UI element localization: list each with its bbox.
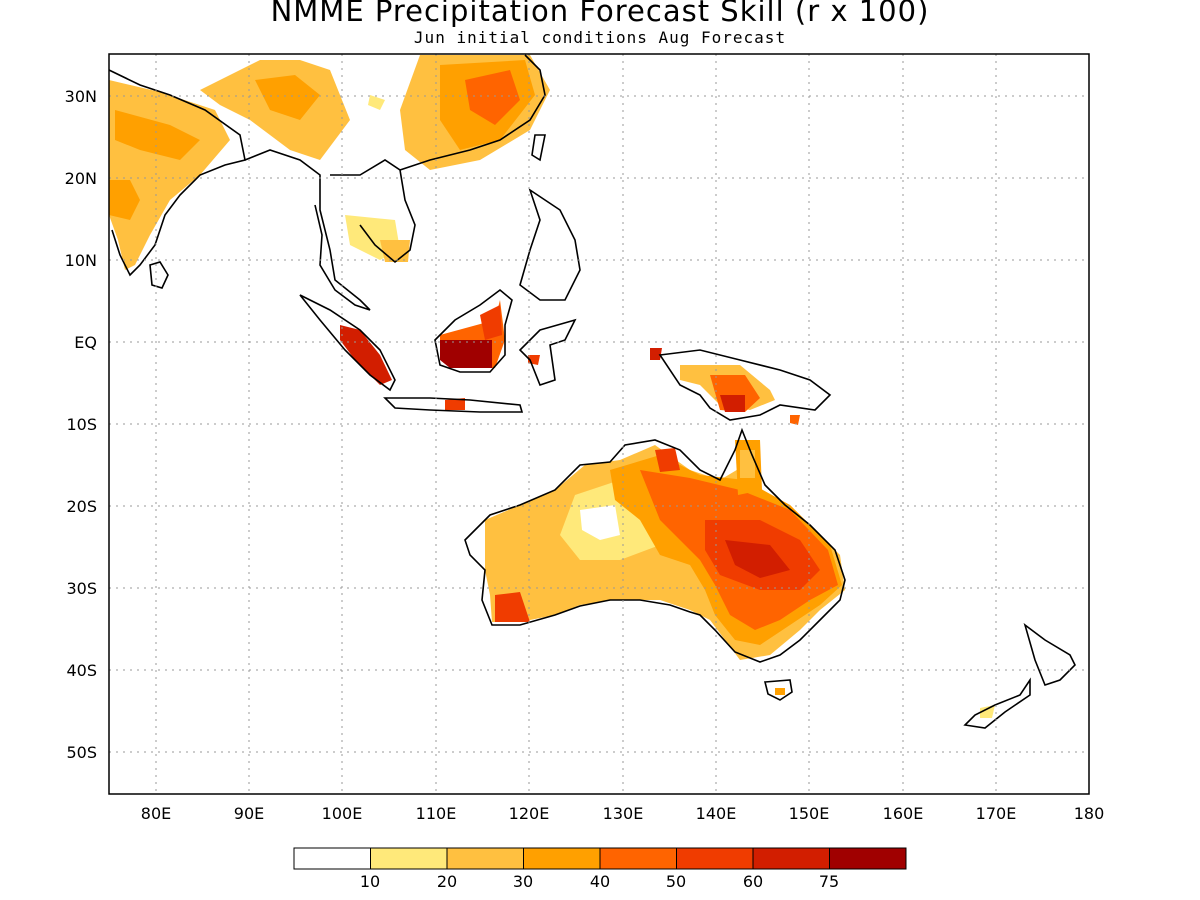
colorbar-label-75: 75	[818, 872, 840, 891]
lat-label-10s: 10S	[66, 415, 97, 434]
colorbar-swatch-1	[370, 847, 448, 870]
coast-new-zealand-south	[963, 677, 1031, 729]
lon-label-130e: 130E	[602, 804, 644, 823]
lat-label-20s: 20S	[66, 497, 97, 516]
coast-sulawesi	[518, 318, 577, 386]
lon-label-170e: 170E	[975, 804, 1017, 823]
lon-label-80e: 80E	[140, 804, 172, 823]
skill-shading	[109, 55, 995, 718]
coast-borneo	[434, 288, 513, 373]
coast-tasmania	[763, 679, 793, 701]
colorbar-swatch-2	[446, 847, 524, 870]
lat-label-10n: 10N	[64, 251, 97, 270]
coast-india	[108, 69, 246, 277]
coast-taiwan	[531, 134, 546, 162]
coast-java	[383, 397, 524, 413]
lat-label-20n: 20N	[64, 169, 97, 188]
coast-new-guinea	[658, 349, 832, 421]
lon-label-140e: 140E	[695, 804, 737, 823]
chart-subtitle: Jun initial conditions Aug Forecast	[413, 28, 787, 47]
lat-label-eq: EQ	[74, 333, 97, 352]
coast-sumatra	[299, 294, 396, 392]
gridlines	[109, 54, 1089, 794]
lat-label-30s: 30S	[66, 579, 97, 598]
coast-sri-lanka	[149, 261, 169, 289]
lon-label-100e: 100E	[321, 804, 363, 823]
coast-indochina	[244, 149, 371, 311]
lon-label-150e: 150E	[788, 804, 830, 823]
lat-label-50s: 50S	[66, 743, 97, 762]
colorbar-swatch-5	[676, 847, 754, 870]
lon-label-180: 180	[1073, 804, 1105, 823]
colorbar-swatch-0	[293, 847, 371, 870]
colorbar-swatch-3	[523, 847, 601, 870]
colorbar-label-60: 60	[742, 872, 764, 891]
colorbar-swatch-4	[599, 847, 677, 870]
colorbar-label-10: 10	[359, 872, 381, 891]
colorbar-label-30: 30	[512, 872, 534, 891]
lat-label-40s: 40S	[66, 661, 97, 680]
map-frame	[108, 53, 1090, 795]
lon-label-90e: 90E	[233, 804, 265, 823]
colorbar-swatch-7	[829, 847, 907, 870]
region-india	[109, 80, 230, 270]
lon-label-160e: 160E	[882, 804, 924, 823]
coastlines	[108, 54, 1076, 729]
colorbar-label-40: 40	[589, 872, 611, 891]
chart-title: NMME Precipitation Forecast Skill (r x 1…	[270, 0, 930, 28]
lon-label-120e: 120E	[508, 804, 550, 823]
region-sumatra	[340, 325, 392, 385]
coast-australia	[464, 427, 846, 663]
lat-label-30n: 30N	[64, 87, 97, 106]
colorbar-label-50: 50	[665, 872, 687, 891]
lon-label-110e: 110E	[415, 804, 457, 823]
colorbar-swatch-6	[752, 847, 830, 870]
coast-china	[399, 54, 546, 171]
coast-new-zealand-north	[1023, 622, 1076, 686]
coast-philippines	[519, 188, 581, 301]
colorbar	[293, 847, 907, 870]
colorbar-label-20: 20	[436, 872, 458, 891]
